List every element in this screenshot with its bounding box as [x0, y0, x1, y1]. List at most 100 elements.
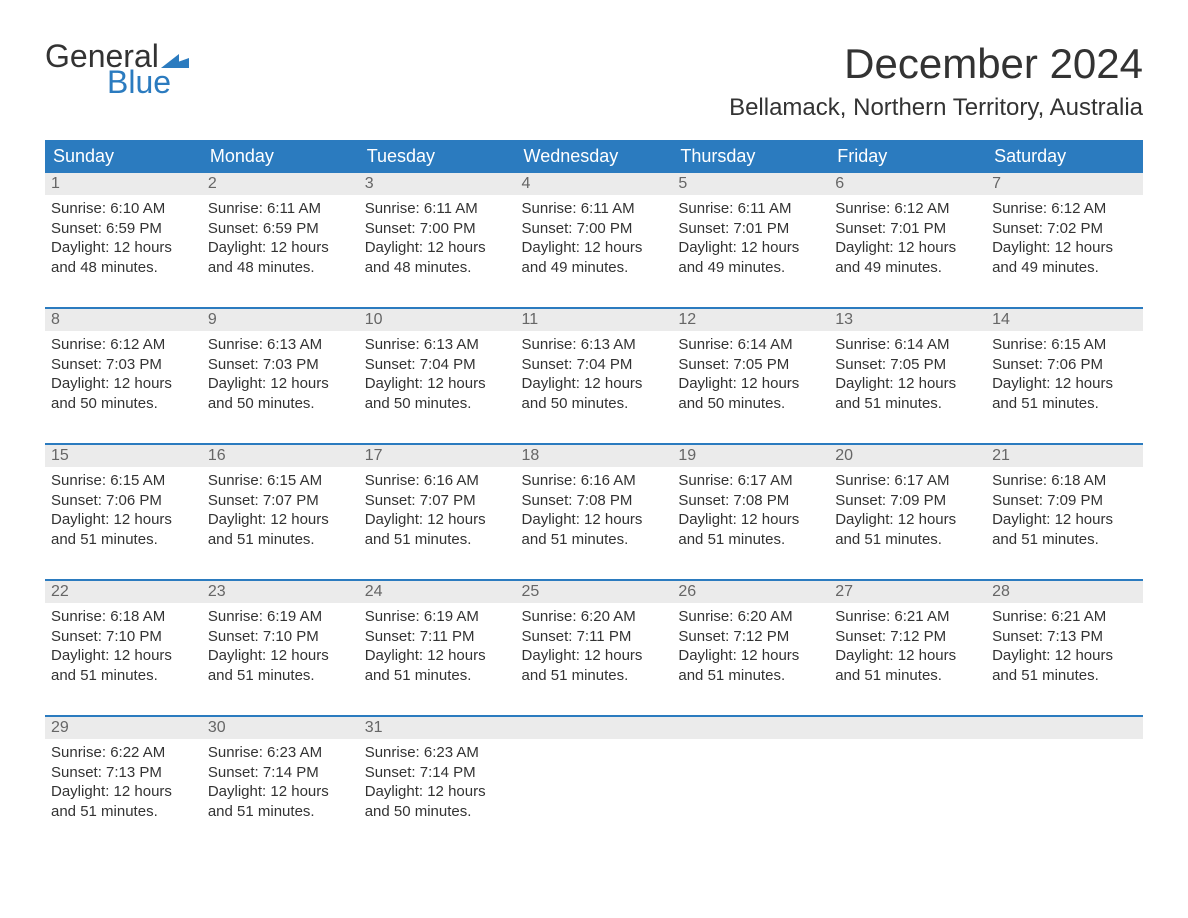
day-line-d1: Daylight: 12 hours [365, 510, 510, 530]
day-line-d1: Daylight: 12 hours [678, 374, 823, 394]
calendar-week-row: 15Sunrise: 6:15 AMSunset: 7:06 PMDayligh… [45, 444, 1143, 580]
calendar-day-cell: 30Sunrise: 6:23 AMSunset: 7:14 PMDayligh… [202, 716, 359, 851]
day-line-ss: Sunset: 7:08 PM [678, 491, 823, 511]
day-line-d2: and 51 minutes. [835, 666, 980, 686]
day-number: 5 [672, 173, 829, 195]
day-number: 14 [986, 309, 1143, 331]
day-line-d1: Daylight: 12 hours [208, 510, 353, 530]
day-header: Wednesday [516, 140, 673, 173]
day-line-ss: Sunset: 7:10 PM [51, 627, 196, 647]
day-line-d1: Daylight: 12 hours [208, 782, 353, 802]
day-line-d2: and 51 minutes. [365, 530, 510, 550]
calendar-day-cell: 31Sunrise: 6:23 AMSunset: 7:14 PMDayligh… [359, 716, 516, 851]
calendar-day-cell [829, 716, 986, 851]
day-body: Sunrise: 6:23 AMSunset: 7:14 PMDaylight:… [359, 739, 516, 851]
day-body: Sunrise: 6:12 AMSunset: 7:01 PMDaylight:… [829, 195, 986, 307]
day-line-d2: and 50 minutes. [522, 394, 667, 414]
day-body: Sunrise: 6:23 AMSunset: 7:14 PMDaylight:… [202, 739, 359, 851]
day-line-d2: and 51 minutes. [835, 394, 980, 414]
day-line-sr: Sunrise: 6:15 AM [51, 471, 196, 491]
day-line-d2: and 50 minutes. [365, 394, 510, 414]
day-line-ss: Sunset: 7:01 PM [835, 219, 980, 239]
calendar-day-cell [672, 716, 829, 851]
day-line-sr: Sunrise: 6:12 AM [835, 199, 980, 219]
day-body: Sunrise: 6:17 AMSunset: 7:09 PMDaylight:… [829, 467, 986, 579]
calendar-day-cell: 6Sunrise: 6:12 AMSunset: 7:01 PMDaylight… [829, 173, 986, 308]
calendar-day-cell [986, 716, 1143, 851]
calendar-day-cell: 7Sunrise: 6:12 AMSunset: 7:02 PMDaylight… [986, 173, 1143, 308]
day-line-sr: Sunrise: 6:11 AM [208, 199, 353, 219]
day-number: 11 [516, 309, 673, 331]
day-line-d2: and 48 minutes. [208, 258, 353, 278]
day-body: Sunrise: 6:21 AMSunset: 7:13 PMDaylight:… [986, 603, 1143, 715]
month-title: December 2024 [729, 40, 1143, 88]
calendar-day-cell: 11Sunrise: 6:13 AMSunset: 7:04 PMDayligh… [516, 308, 673, 444]
calendar-table: Sunday Monday Tuesday Wednesday Thursday… [45, 140, 1143, 851]
day-line-d2: and 50 minutes. [51, 394, 196, 414]
day-line-d2: and 49 minutes. [992, 258, 1137, 278]
day-number: 12 [672, 309, 829, 331]
day-header: Tuesday [359, 140, 516, 173]
day-line-ss: Sunset: 7:07 PM [365, 491, 510, 511]
day-body: Sunrise: 6:12 AMSunset: 7:03 PMDaylight:… [45, 331, 202, 443]
page-header: General Blue December 2024 Bellamack, No… [45, 40, 1143, 132]
day-line-sr: Sunrise: 6:14 AM [678, 335, 823, 355]
day-line-sr: Sunrise: 6:16 AM [522, 471, 667, 491]
day-line-d2: and 48 minutes. [51, 258, 196, 278]
day-body: Sunrise: 6:18 AMSunset: 7:10 PMDaylight:… [45, 603, 202, 715]
day-line-sr: Sunrise: 6:19 AM [208, 607, 353, 627]
day-number: 13 [829, 309, 986, 331]
day-line-d1: Daylight: 12 hours [678, 238, 823, 258]
day-line-ss: Sunset: 7:07 PM [208, 491, 353, 511]
day-line-d1: Daylight: 12 hours [522, 238, 667, 258]
day-line-ss: Sunset: 7:03 PM [208, 355, 353, 375]
day-line-sr: Sunrise: 6:11 AM [678, 199, 823, 219]
day-line-ss: Sunset: 7:05 PM [835, 355, 980, 375]
day-body: Sunrise: 6:20 AMSunset: 7:12 PMDaylight:… [672, 603, 829, 715]
day-number: 17 [359, 445, 516, 467]
day-line-d2: and 51 minutes. [835, 530, 980, 550]
day-line-ss: Sunset: 7:00 PM [522, 219, 667, 239]
calendar-day-cell: 22Sunrise: 6:18 AMSunset: 7:10 PMDayligh… [45, 580, 202, 716]
calendar-day-cell: 26Sunrise: 6:20 AMSunset: 7:12 PMDayligh… [672, 580, 829, 716]
day-line-sr: Sunrise: 6:20 AM [522, 607, 667, 627]
location-subtitle: Bellamack, Northern Territory, Australia [729, 94, 1143, 122]
day-line-sr: Sunrise: 6:11 AM [522, 199, 667, 219]
day-number: 30 [202, 717, 359, 739]
calendar-day-cell: 13Sunrise: 6:14 AMSunset: 7:05 PMDayligh… [829, 308, 986, 444]
day-line-ss: Sunset: 7:09 PM [835, 491, 980, 511]
day-number: 26 [672, 581, 829, 603]
day-line-d1: Daylight: 12 hours [208, 646, 353, 666]
day-number: 21 [986, 445, 1143, 467]
day-line-sr: Sunrise: 6:13 AM [522, 335, 667, 355]
calendar-day-cell: 4Sunrise: 6:11 AMSunset: 7:00 PMDaylight… [516, 173, 673, 308]
day-number: 2 [202, 173, 359, 195]
day-line-d1: Daylight: 12 hours [208, 374, 353, 394]
day-line-d2: and 49 minutes. [522, 258, 667, 278]
day-line-sr: Sunrise: 6:18 AM [51, 607, 196, 627]
day-line-d1: Daylight: 12 hours [51, 374, 196, 394]
day-line-d2: and 51 minutes. [208, 530, 353, 550]
day-body: Sunrise: 6:15 AMSunset: 7:07 PMDaylight:… [202, 467, 359, 579]
day-line-ss: Sunset: 7:04 PM [522, 355, 667, 375]
calendar-day-cell: 1Sunrise: 6:10 AMSunset: 6:59 PMDaylight… [45, 173, 202, 308]
calendar-week-row: 1Sunrise: 6:10 AMSunset: 6:59 PMDaylight… [45, 173, 1143, 308]
day-number: 6 [829, 173, 986, 195]
day-number: 24 [359, 581, 516, 603]
title-block: December 2024 Bellamack, Northern Territ… [729, 40, 1143, 132]
day-body: Sunrise: 6:11 AMSunset: 7:00 PMDaylight:… [516, 195, 673, 307]
day-line-d2: and 51 minutes. [992, 666, 1137, 686]
calendar-week-row: 22Sunrise: 6:18 AMSunset: 7:10 PMDayligh… [45, 580, 1143, 716]
day-body: Sunrise: 6:16 AMSunset: 7:08 PMDaylight:… [516, 467, 673, 579]
day-line-ss: Sunset: 7:12 PM [835, 627, 980, 647]
day-header: Thursday [672, 140, 829, 173]
day-body: Sunrise: 6:11 AMSunset: 7:00 PMDaylight:… [359, 195, 516, 307]
day-number: 4 [516, 173, 673, 195]
calendar-day-cell: 25Sunrise: 6:20 AMSunset: 7:11 PMDayligh… [516, 580, 673, 716]
day-number: 23 [202, 581, 359, 603]
day-line-d1: Daylight: 12 hours [835, 238, 980, 258]
day-line-d1: Daylight: 12 hours [835, 510, 980, 530]
day-line-d1: Daylight: 12 hours [51, 510, 196, 530]
day-number [986, 717, 1143, 739]
day-line-sr: Sunrise: 6:22 AM [51, 743, 196, 763]
